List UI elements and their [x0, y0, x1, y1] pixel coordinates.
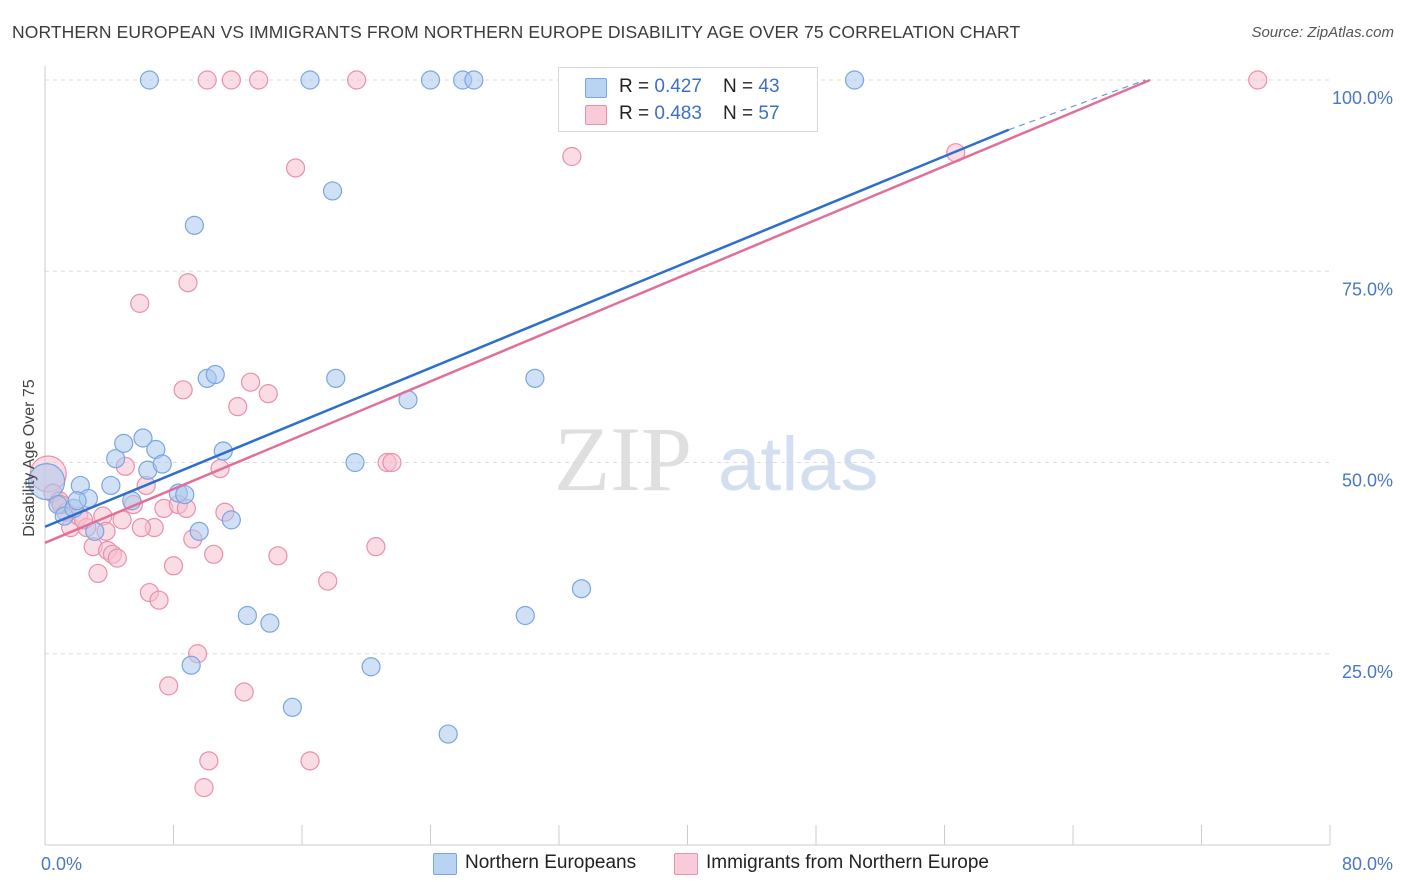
- pink-point-43: [318, 571, 338, 591]
- trendlines: [44, 78, 1151, 544]
- blue-point-36: [464, 70, 484, 90]
- pink-point-47: [382, 452, 402, 473]
- y-tick-label-2: 75.0%: [1342, 279, 1393, 299]
- pink-point-42: [300, 751, 320, 771]
- blue-point-33: [420, 70, 441, 90]
- blue-point-25: [260, 613, 280, 633]
- pink-point-16: [130, 293, 150, 313]
- pink-point-35: [228, 397, 248, 417]
- y-tick-labels: 25.0% 50.0% 75.0% 100.0%: [1332, 88, 1393, 682]
- blue-point-16: [175, 485, 195, 505]
- blue-point-42: [67, 491, 87, 511]
- pink-point-54: [131, 517, 151, 538]
- pink-point-51: [197, 70, 217, 90]
- pink-point-31: [204, 544, 224, 564]
- blue-point-8: [106, 449, 126, 469]
- series-name-pink: Immigrants from Northern Europe: [706, 852, 989, 873]
- pink-trendline: [44, 78, 1151, 544]
- blue-point-17: [181, 655, 201, 675]
- legend-swatch-pink: [585, 105, 607, 125]
- pink-point-45: [366, 537, 386, 557]
- source-credit: Source: ZipAtlas.com: [1251, 24, 1394, 41]
- pink-point-25: [173, 380, 193, 400]
- blue-trendline-extension: [1008, 79, 1146, 131]
- series-name-blue: Northern Europeans: [465, 852, 637, 873]
- correlation-legend: R = 0.427 N = 43 R = 0.483 N = 57: [558, 67, 818, 132]
- pink-point-30: [199, 751, 219, 771]
- y-tick-label-0: 25.0%: [1342, 662, 1393, 682]
- legend-r-blue: 0.427: [654, 76, 702, 97]
- series-swatch-blue: [433, 853, 457, 875]
- y-tick-label-1: 50.0%: [1342, 471, 1393, 491]
- blue-point-37: [515, 605, 535, 626]
- pink-point-37: [241, 372, 261, 392]
- pink-point-23: [163, 556, 184, 576]
- pink-point-50: [1248, 70, 1268, 90]
- y-axis-label: Disability Age Over 75: [21, 379, 38, 537]
- series-swatch-pink: [674, 853, 698, 875]
- chart-title: NORTHERN EUROPEAN VS IMMIGRANTS FROM NOR…: [12, 22, 1021, 42]
- x-tick-label-1: 80.0%: [1342, 854, 1393, 874]
- pink-point-29: [194, 778, 214, 798]
- legend-text-blue: R = 0.427 N = 43: [619, 76, 780, 97]
- blue-point-30: [345, 452, 365, 473]
- blue-point-39: [571, 579, 592, 599]
- legend-n-blue: 43: [758, 76, 780, 97]
- blue-point-31: [361, 657, 381, 677]
- axes: [44, 66, 1331, 846]
- pink-point-26: [178, 273, 198, 293]
- watermark: ZIP atlas: [554, 408, 879, 510]
- blue-point-19: [189, 521, 209, 541]
- pink-point-41: [285, 158, 306, 178]
- pink-point-12: [107, 548, 127, 568]
- blue-point-14: [152, 454, 172, 474]
- legend-r-pink: 0.483: [654, 103, 702, 124]
- blue-point-41: [139, 70, 160, 90]
- pink-point-20: [149, 590, 169, 610]
- blue-point-40: [844, 70, 865, 90]
- watermark-zip: ZIP: [554, 408, 692, 510]
- blue-point-7: [101, 475, 121, 496]
- blue-point-24: [237, 605, 257, 626]
- x-tick-labels: 0.0% 80.0%: [41, 854, 1393, 874]
- pink-point-22: [159, 676, 179, 696]
- watermark-atlas: atlas: [718, 422, 879, 507]
- blue-point-9: [114, 433, 134, 453]
- blue-point-11: [133, 428, 153, 448]
- blue-point-18: [184, 215, 204, 235]
- pink-point-48: [562, 146, 582, 167]
- pink-point-8: [88, 563, 108, 584]
- blue-point-34: [438, 724, 458, 744]
- blue-trendline: [44, 128, 1010, 528]
- blue-point-29: [326, 368, 346, 388]
- blue-point-0: [28, 463, 66, 501]
- blue-point-27: [300, 70, 320, 90]
- legend-n-pink: 57: [758, 103, 780, 124]
- pink-point-38: [249, 70, 269, 90]
- pink-point-44: [347, 70, 367, 90]
- blue-point-26: [282, 697, 302, 717]
- blue-point-28: [322, 181, 343, 201]
- pink-point-36: [234, 682, 254, 702]
- pink-point-39: [258, 384, 278, 404]
- legend-swatch-blue: [585, 78, 607, 98]
- gridlines: [45, 79, 1330, 655]
- blue-point-23: [221, 510, 241, 530]
- blue-point-21: [205, 364, 225, 385]
- x-tick-label-0: 0.0%: [41, 854, 82, 874]
- blue-point-38: [525, 368, 545, 388]
- pink-point-34: [221, 70, 241, 90]
- blue-series-points: [28, 70, 865, 744]
- pink-point-40: [268, 546, 288, 566]
- y-tick-label-3: 100.0%: [1332, 88, 1393, 108]
- legend-text-pink: R = 0.483 N = 57: [619, 103, 780, 124]
